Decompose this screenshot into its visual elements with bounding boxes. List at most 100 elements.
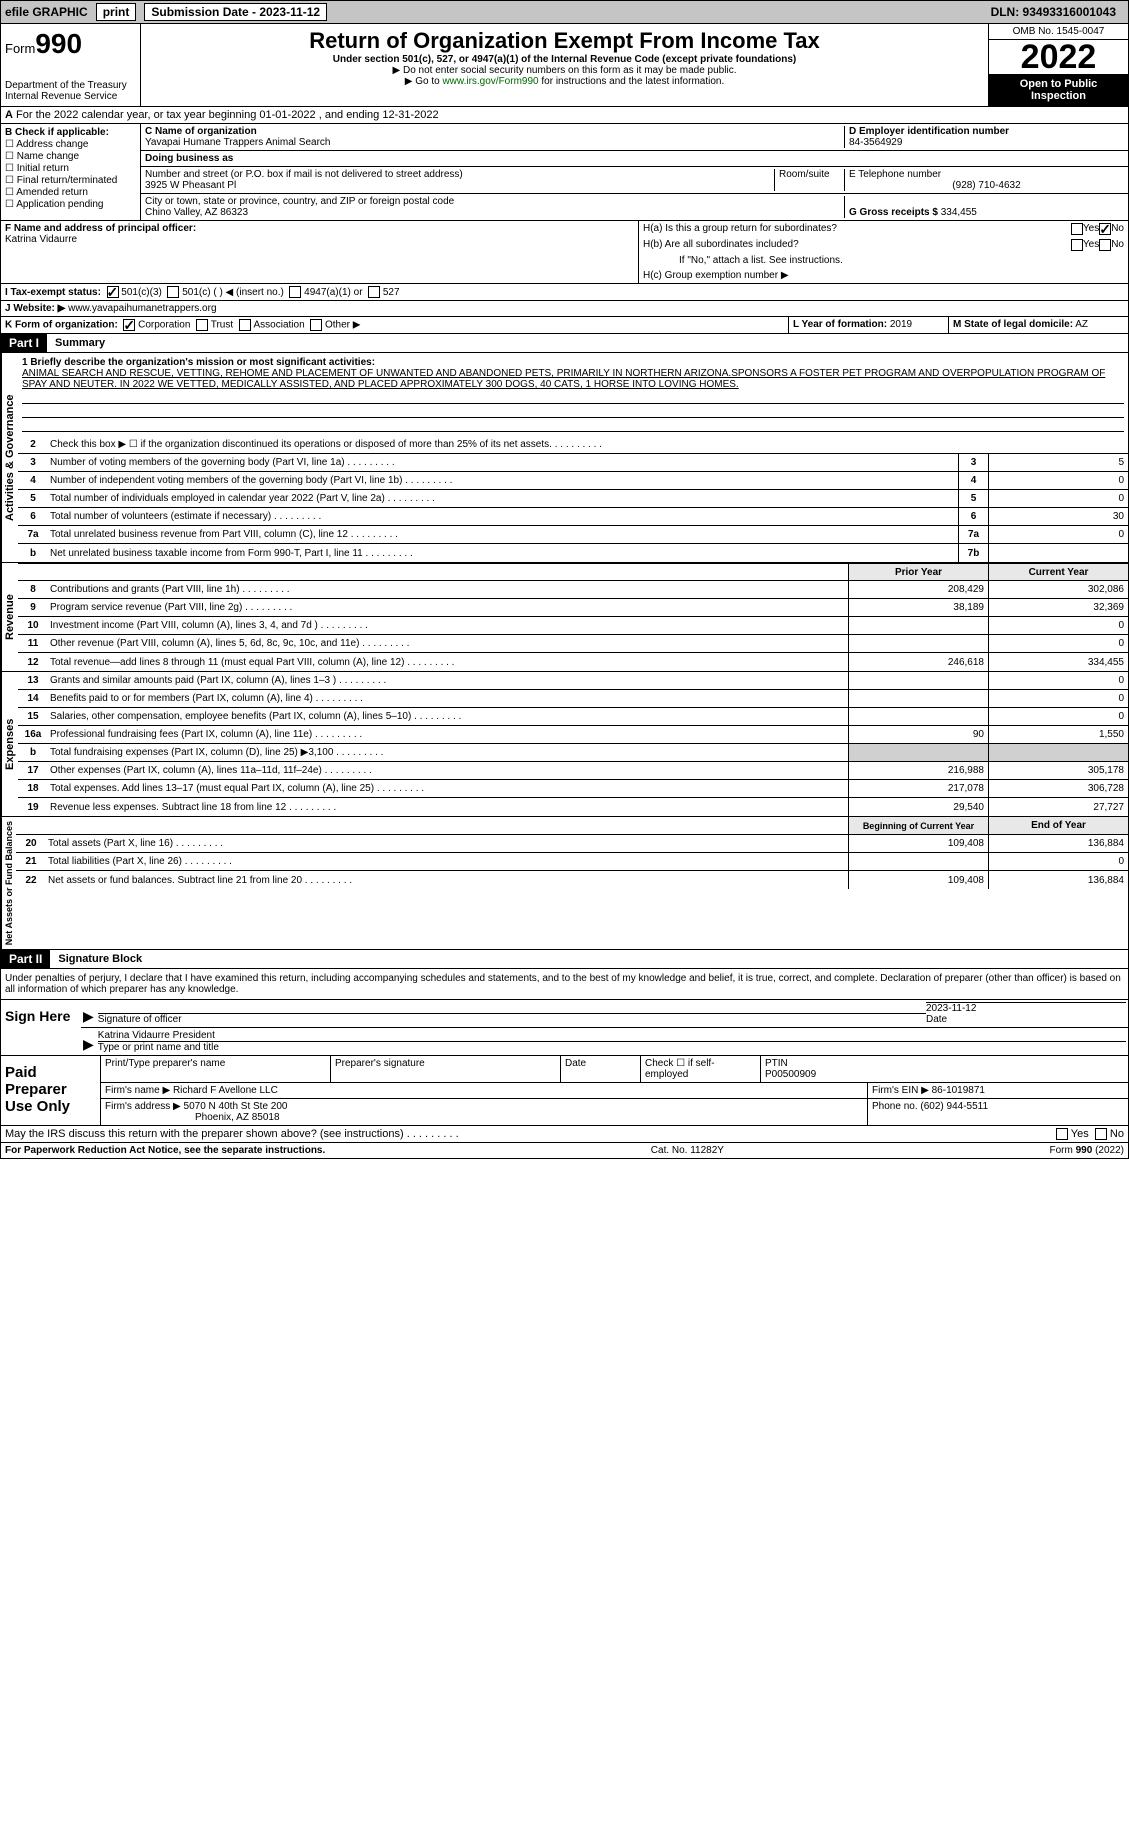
prior-year-header: Prior Year: [848, 564, 988, 580]
line-item: 19Revenue less expenses. Subtract line 1…: [18, 798, 1128, 816]
website[interactable]: www.yavapaihumanetrappers.org: [68, 303, 216, 314]
part1-label: Part I: [1, 334, 47, 352]
domicile: AZ: [1075, 319, 1088, 330]
4947-check[interactable]: [289, 286, 301, 298]
gross: 334,455: [941, 207, 977, 218]
other-check[interactable]: [310, 319, 322, 331]
trust-check[interactable]: [196, 319, 208, 331]
check-amended[interactable]: ☐ Amended return: [5, 187, 136, 198]
firm-phone-label: Phone no.: [872, 1101, 918, 1112]
sig-label: Signature of officer: [98, 1014, 182, 1025]
phone: (928) 710-4632: [849, 180, 1124, 191]
street-label: Number and street (or P.O. box if mail i…: [145, 169, 774, 180]
ha-no[interactable]: [1099, 223, 1111, 235]
expenses-section: Expenses 13Grants and similar amounts pa…: [0, 672, 1129, 817]
mission-text: ANIMAL SEARCH AND RESCUE, VETTING, REHOM…: [22, 368, 1105, 390]
submission-date: Submission Date - 2023-11-12: [144, 3, 327, 21]
line-item: 5Total number of individuals employed in…: [18, 490, 1128, 508]
check-pending[interactable]: ☐ Application pending: [5, 199, 136, 210]
form-number: 990: [35, 28, 82, 59]
check-initial[interactable]: ☐ Initial return: [5, 163, 136, 174]
declaration: Under penalties of perjury, I declare th…: [1, 969, 1128, 1000]
line-item: 11Other revenue (Part VIII, column (A), …: [18, 635, 1128, 653]
expenses-label: Expenses: [1, 672, 18, 816]
discuss-row: May the IRS discuss this return with the…: [0, 1126, 1129, 1143]
col-b: B Check if applicable: ☐ Address change …: [1, 124, 141, 220]
line-item: 22Net assets or fund balances. Subtract …: [16, 871, 1128, 889]
line-item: 2Check this box ▶ ☐ if the organization …: [18, 436, 1128, 454]
governance-label: Activities & Governance: [1, 353, 18, 562]
firm-ein-label: Firm's EIN ▶: [872, 1085, 929, 1096]
discuss-no[interactable]: [1095, 1128, 1107, 1140]
footer-right: Form 990 (2022): [1050, 1145, 1124, 1156]
hb-label: H(b) Are all subordinates included?: [643, 239, 1071, 251]
paid-label: Paid Preparer Use Only: [1, 1056, 101, 1125]
arrow-icon: ▶: [83, 1008, 94, 1025]
irs-link[interactable]: www.irs.gov/Form990: [442, 76, 538, 87]
hc-label: H(c) Group exemption number ▶: [639, 268, 1128, 283]
prep-date-label: Date: [561, 1056, 641, 1082]
line-item: 17Other expenses (Part IX, column (A), l…: [18, 762, 1128, 780]
line-item: 14Benefits paid to or for members (Part …: [18, 690, 1128, 708]
ptin: P00500909: [765, 1069, 816, 1080]
line-item: 16aProfessional fundraising fees (Part I…: [18, 726, 1128, 744]
corp-check[interactable]: [123, 319, 135, 331]
firm-addr1: 5070 N 40th St Ste 200: [184, 1101, 288, 1112]
end-year-header: End of Year: [988, 817, 1128, 834]
firm-addr-label: Firm's address ▶: [105, 1101, 181, 1112]
line-item: bNet unrelated business taxable income f…: [18, 544, 1128, 562]
prep-name-label: Print/Type preparer's name: [101, 1056, 331, 1082]
topbar: efile GRAPHIC print Submission Date - 20…: [0, 0, 1129, 24]
begin-year-header: Beginning of Current Year: [848, 817, 988, 834]
type-label: Type or print name and title: [98, 1042, 219, 1053]
527-check[interactable]: [368, 286, 380, 298]
paid-preparer: Paid Preparer Use Only Print/Type prepar…: [0, 1056, 1129, 1126]
row-f: F Name and address of principal officer:…: [0, 221, 1129, 284]
check-addr[interactable]: ☐ Address change: [5, 139, 136, 150]
department: Department of the TreasuryInternal Reven…: [5, 80, 136, 102]
print-button[interactable]: print: [96, 3, 137, 21]
part1-header: Part I Summary: [0, 334, 1129, 353]
officer-label: F Name and address of principal officer:: [5, 223, 196, 234]
netassets-section: Net Assets or Fund Balances Beginning of…: [0, 817, 1129, 950]
501c3-check[interactable]: [107, 286, 119, 298]
hb-no[interactable]: [1099, 239, 1111, 251]
ha-yes[interactable]: [1071, 223, 1083, 235]
room-label: Room/suite: [774, 169, 844, 191]
website-label: J Website: ▶: [5, 303, 65, 314]
assoc-check[interactable]: [239, 319, 251, 331]
firm-addr2: Phoenix, AZ 85018: [105, 1112, 280, 1123]
form-header-center: Return of Organization Exempt From Incom…: [141, 24, 988, 106]
line-item: bTotal fundraising expenses (Part IX, co…: [18, 744, 1128, 762]
arrow-icon: ▶: [83, 1036, 94, 1053]
check-final[interactable]: ☐ Final return/terminated: [5, 175, 136, 186]
officer-name: Katrina Vidaurre: [5, 234, 77, 245]
line-item: 4Number of independent voting members of…: [18, 472, 1128, 490]
line-item: 15Salaries, other compensation, employee…: [18, 708, 1128, 726]
current-year-header: Current Year: [988, 564, 1128, 580]
form-header-right: OMB No. 1545-0047 2022 Open to Public In…: [988, 24, 1128, 106]
form-org-label: K Form of organization:: [5, 320, 118, 331]
col-c: C Name of organization Yavapai Humane Tr…: [141, 124, 1128, 220]
part2-title: Signature Block: [50, 953, 142, 965]
revenue-label: Revenue: [1, 563, 18, 671]
check-name[interactable]: ☐ Name change: [5, 151, 136, 162]
city: Chino Valley, AZ 86323: [145, 207, 844, 218]
discuss-yes[interactable]: [1056, 1128, 1068, 1140]
line-item: 3Number of voting members of the governi…: [18, 454, 1128, 472]
sig-date: 2023-11-12: [926, 1003, 976, 1014]
hb-yes[interactable]: [1071, 239, 1083, 251]
line-item: 13Grants and similar amounts paid (Part …: [18, 672, 1128, 690]
ein: 84-3564929: [849, 137, 1124, 148]
ein-label: D Employer identification number: [849, 126, 1124, 137]
row-k: K Form of organization: Corporation Trus…: [0, 317, 1129, 334]
street: 3925 W Pheasant Pl: [145, 180, 774, 191]
prep-sig-label: Preparer's signature: [331, 1056, 561, 1082]
line-item: 20Total assets (Part X, line 16)109,4081…: [16, 835, 1128, 853]
form-header: Form990 Department of the TreasuryIntern…: [0, 24, 1129, 107]
check-b-title: B Check if applicable:: [5, 127, 136, 138]
sign-here-label: Sign Here: [1, 1000, 81, 1055]
line-item: 10Investment income (Part VIII, column (…: [18, 617, 1128, 635]
501c-check[interactable]: [167, 286, 179, 298]
mission-block: 1 Briefly describe the organization's mi…: [18, 353, 1128, 436]
